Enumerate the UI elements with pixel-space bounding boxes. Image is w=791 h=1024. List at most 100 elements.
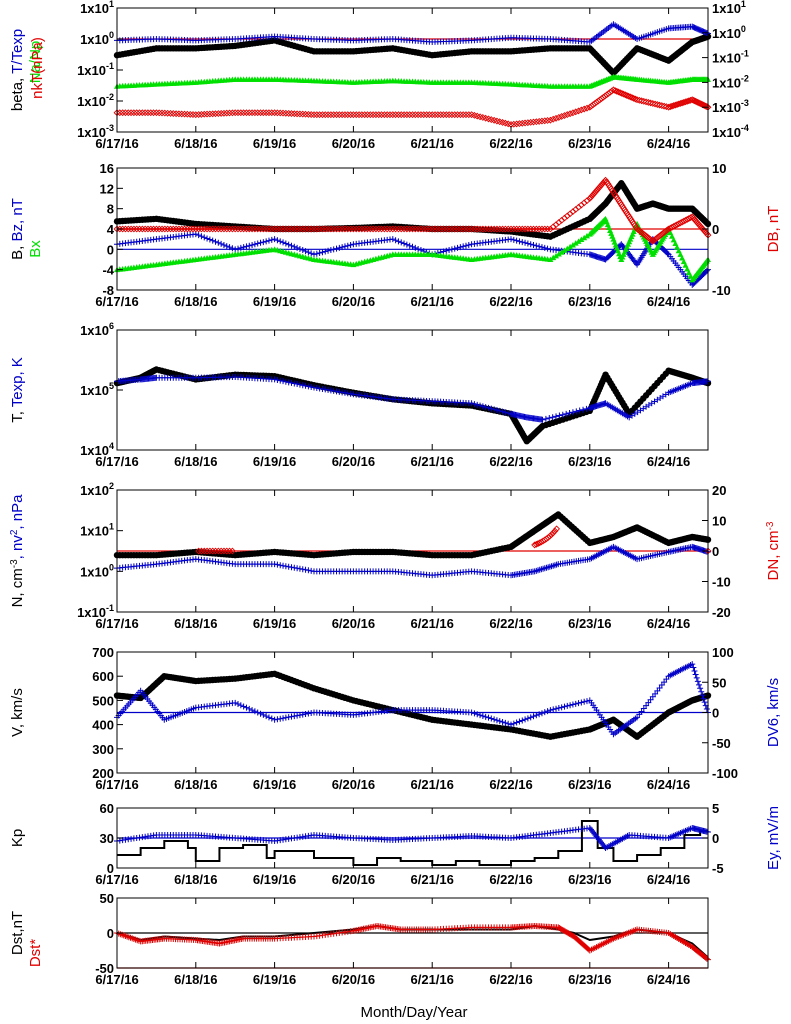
data-point — [701, 699, 708, 706]
panel-p6: 6/17/16 6/18/16 6/19/16 6/20/16 6/21/16 6/22/… — [9, 801, 782, 887]
data-point — [519, 239, 526, 246]
data-point — [493, 717, 500, 724]
data-point — [580, 105, 588, 113]
data-point — [425, 111, 433, 119]
data-point — [243, 704, 250, 711]
data-point — [172, 110, 180, 118]
data-point — [516, 120, 523, 128]
data-point — [220, 225, 228, 233]
data-point — [220, 241, 227, 248]
data-point — [580, 406, 587, 413]
data-point — [308, 383, 315, 390]
data-point — [198, 233, 205, 240]
data-point — [403, 225, 411, 233]
data-point — [304, 225, 312, 233]
data-point — [245, 109, 253, 117]
data-point — [116, 225, 124, 233]
data-point — [616, 89, 624, 97]
data-point — [471, 710, 478, 717]
data-point — [513, 719, 520, 726]
y2-tick-label: 0 — [712, 706, 719, 721]
data-point — [319, 249, 326, 256]
x-tick-label: 6/17/16 — [95, 454, 138, 469]
data-point — [235, 701, 242, 708]
data-point — [273, 109, 281, 117]
data-point — [144, 225, 152, 233]
data-point — [366, 225, 374, 233]
data-point — [459, 111, 467, 119]
data-point — [552, 114, 560, 122]
data-point — [316, 111, 324, 119]
data-point — [197, 547, 205, 555]
data-point — [465, 111, 473, 119]
data-point — [282, 240, 289, 247]
data-point — [651, 100, 659, 108]
data-point — [572, 240, 579, 246]
data-point — [496, 407, 503, 414]
data-point — [682, 98, 689, 106]
data-point — [319, 111, 326, 119]
data-point — [485, 115, 492, 123]
data-point — [548, 531, 555, 539]
data-point — [302, 225, 309, 233]
y-tick-label: 300 — [92, 742, 114, 757]
data-point — [406, 111, 414, 119]
data-point — [136, 109, 143, 117]
data-point — [532, 118, 540, 126]
y-tick-label: 1x100 — [80, 30, 114, 47]
data-point — [254, 225, 262, 233]
data-point — [442, 225, 450, 233]
y-axis-label: V, km/s — [9, 688, 26, 737]
data-point — [372, 111, 380, 119]
data-point — [192, 111, 200, 119]
data-point — [544, 117, 552, 124]
data-point — [386, 111, 394, 119]
x-tick-label: 6/21/16 — [411, 136, 454, 151]
data-point — [675, 100, 683, 108]
data-point — [316, 249, 323, 256]
data-point — [491, 716, 498, 723]
y-tick-label: 1x106 — [80, 321, 114, 338]
data-point — [245, 225, 253, 233]
data-point — [389, 225, 397, 233]
y-tick-label: 1x10-3 — [77, 123, 114, 140]
data-point — [299, 566, 306, 573]
data-point — [678, 99, 686, 107]
data-point — [321, 111, 329, 119]
data-point — [476, 225, 484, 233]
data-point — [546, 532, 554, 540]
data-point — [251, 241, 258, 248]
x-tick-label: 6/17/16 — [95, 294, 138, 309]
data-point — [521, 119, 529, 127]
data-point — [271, 561, 278, 568]
data-point — [130, 109, 138, 117]
data-point — [454, 225, 461, 233]
data-point — [294, 565, 301, 572]
y2-tick-label: 100 — [712, 645, 734, 660]
x-tick-label: 6/22/16 — [489, 454, 532, 469]
data-point — [516, 238, 523, 245]
x-tick-label: 6/17/16 — [95, 616, 138, 631]
data-point — [260, 711, 267, 718]
data-point — [218, 240, 225, 247]
data-point — [510, 720, 517, 727]
data-point — [167, 225, 174, 233]
data-point — [499, 408, 506, 415]
data-point — [689, 661, 696, 668]
data-point — [339, 244, 346, 251]
data-point — [389, 236, 396, 243]
data-point — [690, 664, 697, 671]
data-point — [693, 674, 700, 681]
data-point — [559, 411, 566, 418]
data-point — [479, 403, 486, 410]
data-point — [302, 711, 309, 718]
x-tick-label: 6/18/16 — [174, 616, 217, 631]
data-point — [124, 225, 132, 233]
data-point — [164, 225, 172, 233]
data-point — [411, 225, 419, 233]
data-point — [369, 225, 377, 233]
data-point — [212, 547, 219, 555]
data-point — [293, 110, 301, 118]
data-point — [510, 225, 518, 233]
